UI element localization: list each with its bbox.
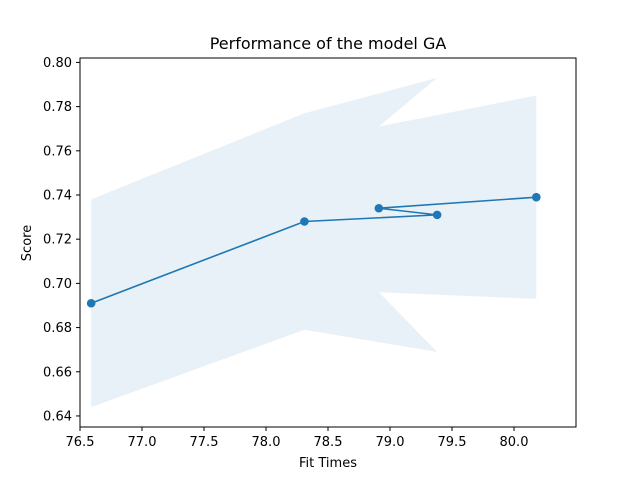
y-tick-label: 0.68 xyxy=(43,321,72,336)
y-tick-label: 0.78 xyxy=(43,100,72,115)
data-point xyxy=(532,192,541,202)
y-tick-label: 0.70 xyxy=(43,277,72,292)
x-tick-label: 80.0 xyxy=(500,435,529,450)
x-tick-label: 78.0 xyxy=(252,435,281,450)
y-tick-label: 0.76 xyxy=(43,144,72,159)
y-tick-label: 0.74 xyxy=(43,188,72,203)
x-tick-label: 77.5 xyxy=(190,435,219,450)
data-point xyxy=(86,298,96,308)
series-layer xyxy=(86,192,541,308)
confidence-band-layer xyxy=(91,77,537,408)
x-axis-ticks: 76.5 77.0 77.5 78.0 78.5 79.0 79.5 80.0 xyxy=(66,427,529,450)
confidence-band xyxy=(91,77,537,408)
y-tick-label: 0.66 xyxy=(43,365,72,380)
x-tick-label: 78.5 xyxy=(314,435,343,450)
x-tick-label: 79.0 xyxy=(376,435,405,450)
x-axis-label: Fit Times xyxy=(299,456,357,471)
y-axis-label: Score xyxy=(20,225,35,261)
y-tick-label: 0.80 xyxy=(43,56,72,71)
x-tick-label: 76.5 xyxy=(66,435,95,450)
y-tick-label: 0.64 xyxy=(43,409,72,424)
x-tick-label: 77.0 xyxy=(128,435,157,450)
data-point xyxy=(432,210,442,220)
y-axis-ticks: 0.64 0.66 0.68 0.70 0.72 0.74 0.76 0.78 0.80 xyxy=(43,56,80,424)
data-point xyxy=(374,203,384,213)
chart-title: Performance of the model GA xyxy=(210,34,447,53)
y-tick-label: 0.72 xyxy=(43,233,72,248)
data-point xyxy=(300,217,309,226)
x-tick-label: 79.5 xyxy=(438,435,467,450)
